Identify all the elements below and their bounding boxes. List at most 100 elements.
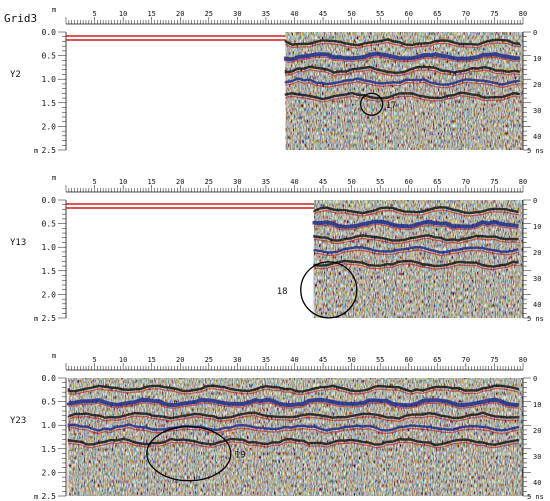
- anomaly-circle: [300, 261, 358, 319]
- depth-tick-label: 0.0: [42, 374, 57, 383]
- x-tick-label: 60: [405, 178, 413, 186]
- anomaly-circle: [359, 92, 384, 116]
- time-tick-label: 40: [533, 301, 541, 309]
- x-tick-label: 65: [433, 356, 441, 364]
- depth-tick-label: 0.5: [42, 398, 57, 407]
- anomaly-label: 19: [235, 451, 246, 461]
- x-tick-label: 70: [462, 10, 470, 18]
- x-tick-label: 15: [147, 10, 155, 18]
- x-tick-label: 15: [147, 178, 155, 186]
- grid-title: Grid3: [4, 12, 37, 25]
- panel-y13: m 5 10 15 20 25 30 35 40 45 50 55 60 65 70 75 80 0.0 0.5 1.…: [10, 174, 544, 323]
- depth-tick-label: 2.0: [42, 122, 57, 131]
- x-tick-label: 30: [233, 356, 241, 364]
- depth-tick-label: 2.0: [42, 290, 57, 299]
- depth-tick-label: 1.5: [42, 267, 57, 276]
- time-tick-label: 10: [533, 401, 541, 409]
- x-tick-label: 55: [376, 178, 384, 186]
- x-tick-label: 50: [347, 356, 355, 364]
- time-tick-label: 30: [533, 453, 541, 461]
- time-tick-label: 40: [533, 133, 541, 141]
- x-tick-label: 75: [490, 10, 498, 18]
- x-tick-label: 20: [176, 178, 184, 186]
- time-tick-label: 30: [533, 275, 541, 283]
- x-tick-label: 50: [347, 178, 355, 186]
- x-tick-label: 60: [405, 356, 413, 364]
- x-tick-label: 20: [176, 10, 184, 18]
- time-tick-label: 20: [533, 427, 541, 435]
- x-tick-label: 65: [433, 10, 441, 18]
- x-tick-label: 60: [405, 10, 413, 18]
- time-tick-label: 30: [533, 107, 541, 115]
- time-tick-label: 5 ns: [527, 315, 544, 323]
- time-tick-label: 0: [533, 375, 537, 383]
- x-unit-label: m: [52, 6, 56, 14]
- x-tick-label: 65: [433, 178, 441, 186]
- x-tick-label: 75: [490, 356, 498, 364]
- time-tick-label: 20: [533, 249, 541, 257]
- x-tick-label: 10: [119, 178, 127, 186]
- x-tick-label: 55: [376, 356, 384, 364]
- x-tick-label: 35: [262, 178, 270, 186]
- depth-tick-label: 1.0: [42, 75, 57, 84]
- panel-y2: m 5 10 15 20 25 30 35 40 45 50 55 60 65 70 75 80 0.0 0.5 1.…: [10, 6, 544, 155]
- depth-tick-label: 0.5: [42, 220, 57, 229]
- x-tick-label: 50: [347, 10, 355, 18]
- radargram-data: [312, 200, 524, 319]
- depth-tick-label: 1.5: [42, 99, 57, 108]
- x-tick-label: 25: [205, 10, 213, 18]
- depth-unit-label: m: [34, 493, 38, 501]
- time-tick-label: 5 ns: [527, 147, 544, 155]
- x-tick-label: 55: [376, 10, 384, 18]
- panel-label: Y13: [10, 238, 26, 248]
- x-tick-label: 30: [233, 10, 241, 18]
- time-tick-label: 40: [533, 479, 541, 487]
- panel-label: Y2: [10, 70, 21, 80]
- time-tick-label: 10: [533, 55, 541, 63]
- depth-tick-label: 2.5: [42, 314, 57, 323]
- depth-tick-label: 1.0: [42, 421, 57, 430]
- x-tick-label: 45: [319, 356, 327, 364]
- x-tick-label: 40: [290, 178, 298, 186]
- panel-label: Y23: [10, 416, 26, 426]
- x-tick-label: 30: [233, 178, 241, 186]
- radargram-data: [283, 32, 523, 151]
- anomaly-label: 17: [386, 101, 397, 111]
- x-tick-label: 70: [462, 178, 470, 186]
- depth-tick-label: 2.0: [42, 468, 57, 477]
- depth-tick-label: 1.0: [42, 243, 57, 252]
- time-tick-label: 5 ns: [527, 493, 544, 501]
- x-tick-label: 45: [319, 178, 327, 186]
- x-tick-label: 5: [92, 356, 96, 364]
- depth-tick-label: 2.5: [42, 146, 57, 155]
- x-tick-label: 15: [147, 356, 155, 364]
- x-tick-label: 45: [319, 10, 327, 18]
- x-tick-label: 5: [92, 178, 96, 186]
- radargram-data: [66, 378, 523, 497]
- x-tick-label: 35: [262, 356, 270, 364]
- depth-unit-label: m: [34, 147, 38, 155]
- x-tick-label: 40: [290, 356, 298, 364]
- anomaly-circle: [146, 426, 232, 482]
- depth-tick-label: 0.5: [42, 52, 57, 61]
- x-tick-label: 10: [119, 10, 127, 18]
- time-tick-label: 0: [533, 197, 537, 205]
- x-tick-label: 10: [119, 356, 127, 364]
- x-unit-label: m: [52, 174, 56, 182]
- x-tick-label: 80: [519, 178, 527, 186]
- x-tick-label: 35: [262, 10, 270, 18]
- x-tick-label: 40: [290, 10, 298, 18]
- time-tick-label: 0: [533, 29, 537, 37]
- x-tick-label: 70: [462, 356, 470, 364]
- depth-tick-label: 1.5: [42, 445, 57, 454]
- x-tick-label: 75: [490, 178, 498, 186]
- panel-y23: m 5 10 15 20 25 30 35 40 45 50 55 60 65 70 75 80 0.0 0.5 1.…: [10, 352, 544, 501]
- x-tick-label: 25: [205, 178, 213, 186]
- anomaly-label: 18: [277, 287, 288, 297]
- depth-tick-label: 0.0: [42, 28, 57, 37]
- depth-tick-label: 2.5: [42, 492, 57, 501]
- x-unit-label: m: [52, 352, 56, 360]
- depth-tick-label: 0.0: [42, 196, 57, 205]
- depth-unit-label: m: [34, 315, 38, 323]
